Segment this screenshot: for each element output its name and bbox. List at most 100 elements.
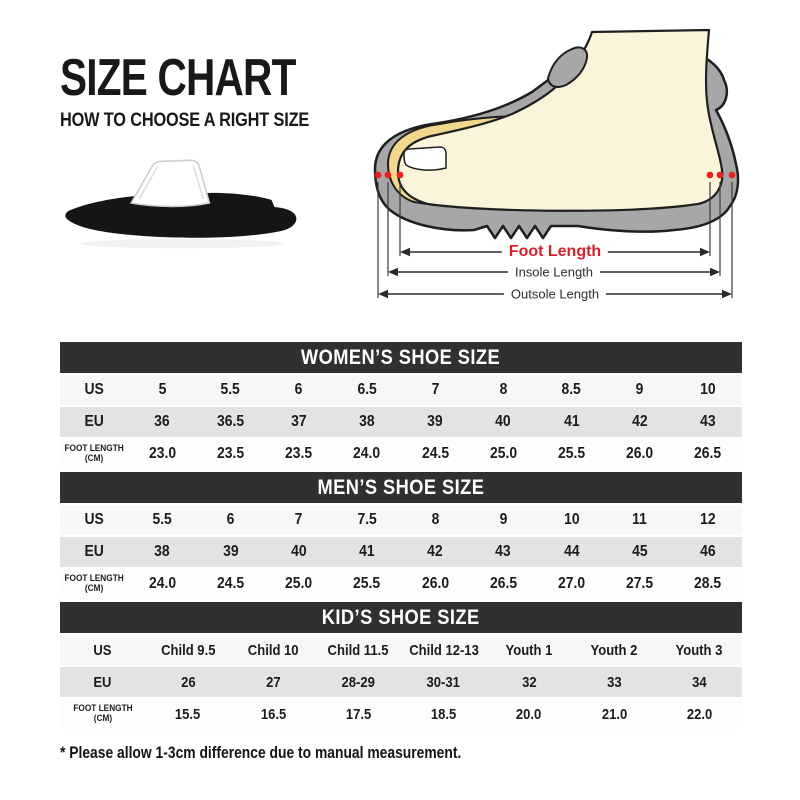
- size-cell: 26: [180, 673, 196, 691]
- size-cell: 5.5: [152, 511, 172, 528]
- size-cell: 22.0: [686, 705, 713, 723]
- extension-lines: [377, 182, 733, 298]
- size-cell: 38: [359, 413, 375, 430]
- sandal-sole: [65, 192, 297, 238]
- size-row-kids-us: US Child 9.5 Child 10 Child 11.5 Child 12-13…: [60, 635, 742, 665]
- table-title-mens: MEN’S SHOE SIZE: [317, 475, 485, 499]
- sandal-strap-stitching: [138, 165, 205, 200]
- size-cell: 42: [631, 413, 648, 430]
- size-row-womens-eu: EU 36 36.5 37 38 39 40 41 42 43: [60, 407, 742, 437]
- row-label: FOOT LENGTH (CM): [64, 442, 124, 464]
- size-cell: 33: [606, 673, 622, 691]
- front-collar-tip: [546, 46, 589, 88]
- size-cell: 15.5: [175, 705, 201, 723]
- size-cell: 43: [495, 543, 512, 560]
- size-cell: 23.5: [216, 445, 245, 462]
- size-cell: 9: [499, 511, 508, 528]
- sandal-strap: [129, 159, 211, 208]
- size-cell: 38: [154, 543, 171, 560]
- size-cell: 12: [700, 511, 716, 528]
- row-label: FOOT LENGTH (CM): [64, 572, 124, 594]
- row-label: EU: [84, 413, 104, 430]
- size-cell: Youth 2: [590, 641, 638, 659]
- size-cell: 5.5: [220, 381, 241, 398]
- size-cell: 23.0: [148, 445, 176, 462]
- table-womens: WOMEN’S SHOE SIZE US 5 5.5 6 6.5 7 8 8.5 9 10 EU 36…: [60, 342, 742, 469]
- size-cell: 16.5: [260, 705, 286, 723]
- size-cell: 27.0: [557, 575, 586, 592]
- size-cell: 28-29: [341, 673, 376, 691]
- size-cell: 30-31: [426, 673, 461, 691]
- size-cell: Child 11.5: [327, 641, 389, 659]
- size-cell: Child 10: [247, 641, 299, 659]
- size-cell: 26.0: [421, 575, 449, 592]
- size-cell: 8.5: [561, 381, 582, 398]
- size-cell: 39: [222, 543, 239, 560]
- foot-shape: [396, 28, 724, 212]
- size-cell: 6: [226, 511, 235, 528]
- size-cell: 24.5: [421, 445, 449, 462]
- size-cell: 24.0: [353, 445, 381, 462]
- size-cell: 26.0: [626, 445, 654, 462]
- slide-sandal-image: [65, 159, 297, 249]
- size-cell: 11: [632, 511, 648, 528]
- size-cell: 20.0: [516, 705, 542, 723]
- foot-measurement-diagram: Foot Length Insole Length Outsole Length: [352, 14, 758, 316]
- size-cell: 27: [265, 673, 281, 691]
- page-title: SIZE CHART: [60, 49, 296, 107]
- toenail: [403, 146, 447, 171]
- size-cell: 26.5: [489, 575, 517, 592]
- size-cell: 32: [521, 673, 537, 691]
- size-row-kids-eu: EU 26 27 28-29 30-31 32 33 34: [60, 667, 742, 697]
- size-row-kids-foot-length-cm: FOOT LENGTH (CM) 15.5 16.5 17.5 18.5 20.0 21.0…: [60, 699, 742, 729]
- table-rows-mens: US 5.5 6 7 7.5 8 9 10 11 12 EU 38 39 40 41 42 43 44 45 46 FO…: [60, 505, 742, 599]
- arrowheads: [378, 247, 732, 299]
- table-title-womens: WOMEN’S SHOE SIZE: [301, 345, 501, 369]
- size-row-mens-us: US 5.5 6 7 7.5 8 9 10 11 12: [60, 505, 742, 535]
- row-label: EU: [93, 673, 112, 691]
- size-cell: 10: [563, 511, 580, 528]
- size-cell: 26.5: [694, 445, 722, 462]
- size-cell: 25.5: [353, 575, 381, 592]
- row-label: EU: [84, 543, 104, 560]
- size-cell: 28.5: [694, 575, 722, 592]
- size-cell: 8: [499, 381, 508, 398]
- size-cell: 6: [294, 381, 303, 398]
- size-cell: 39: [427, 413, 443, 430]
- size-row-mens-eu: EU 38 39 40 41 42 43 44 45 46: [60, 537, 742, 567]
- row-label: US: [84, 381, 104, 398]
- size-cell: 27.5: [626, 575, 654, 592]
- size-cell: 40: [290, 543, 307, 560]
- page-subtitle: HOW TO CHOOSE A RIGHT SIZE: [60, 110, 310, 131]
- size-row-womens-us: US 5 5.5 6 6.5 7 8 8.5 9 10: [60, 375, 742, 405]
- size-cell: 24.5: [216, 575, 245, 592]
- size-cell: 7: [431, 381, 439, 398]
- row-label: FOOT LENGTH (CM): [73, 702, 133, 724]
- size-cell: 10: [700, 381, 716, 398]
- table-banner-womens: WOMEN’S SHOE SIZE: [60, 342, 742, 373]
- table-banner-mens: MEN’S SHOE SIZE: [60, 472, 742, 503]
- size-cell: 37: [290, 413, 307, 430]
- size-cell: 44: [563, 543, 580, 560]
- size-cell: 21.0: [601, 705, 627, 723]
- outsole-length-label: Outsole Length: [503, 286, 607, 302]
- table-kids: KID’S SHOE SIZE US Child 9.5 Child 10 Child…: [60, 602, 742, 729]
- size-cell: 7.5: [357, 511, 377, 528]
- size-cell: 6.5: [357, 381, 377, 398]
- size-cell: 23.5: [285, 445, 313, 462]
- title-block: SIZE CHART HOW TO CHOOSE A RIGHT SIZE: [60, 52, 362, 132]
- size-cell: 9: [635, 381, 644, 398]
- size-cell: 25.5: [557, 445, 586, 462]
- table-rows-kids: US Child 9.5 Child 10 Child 11.5 Child 12-13…: [60, 635, 742, 729]
- size-cell: 45: [631, 543, 648, 560]
- size-cell: 40: [495, 413, 512, 430]
- row-label: US: [84, 511, 104, 528]
- size-cell: 7: [294, 511, 303, 528]
- size-cell: 17.5: [345, 705, 372, 723]
- size-cell: 18.5: [430, 705, 457, 723]
- size-cell: 41: [359, 543, 375, 560]
- measurement-dots: [374, 171, 736, 179]
- size-cell: Child 12-13: [408, 641, 479, 659]
- foot-length-label: Foot Length: [501, 243, 609, 261]
- size-row-womens-foot-length-cm: FOOT LENGTH (CM) 23.0 23.5 23.5 24.0 24.5 25.0…: [60, 439, 742, 469]
